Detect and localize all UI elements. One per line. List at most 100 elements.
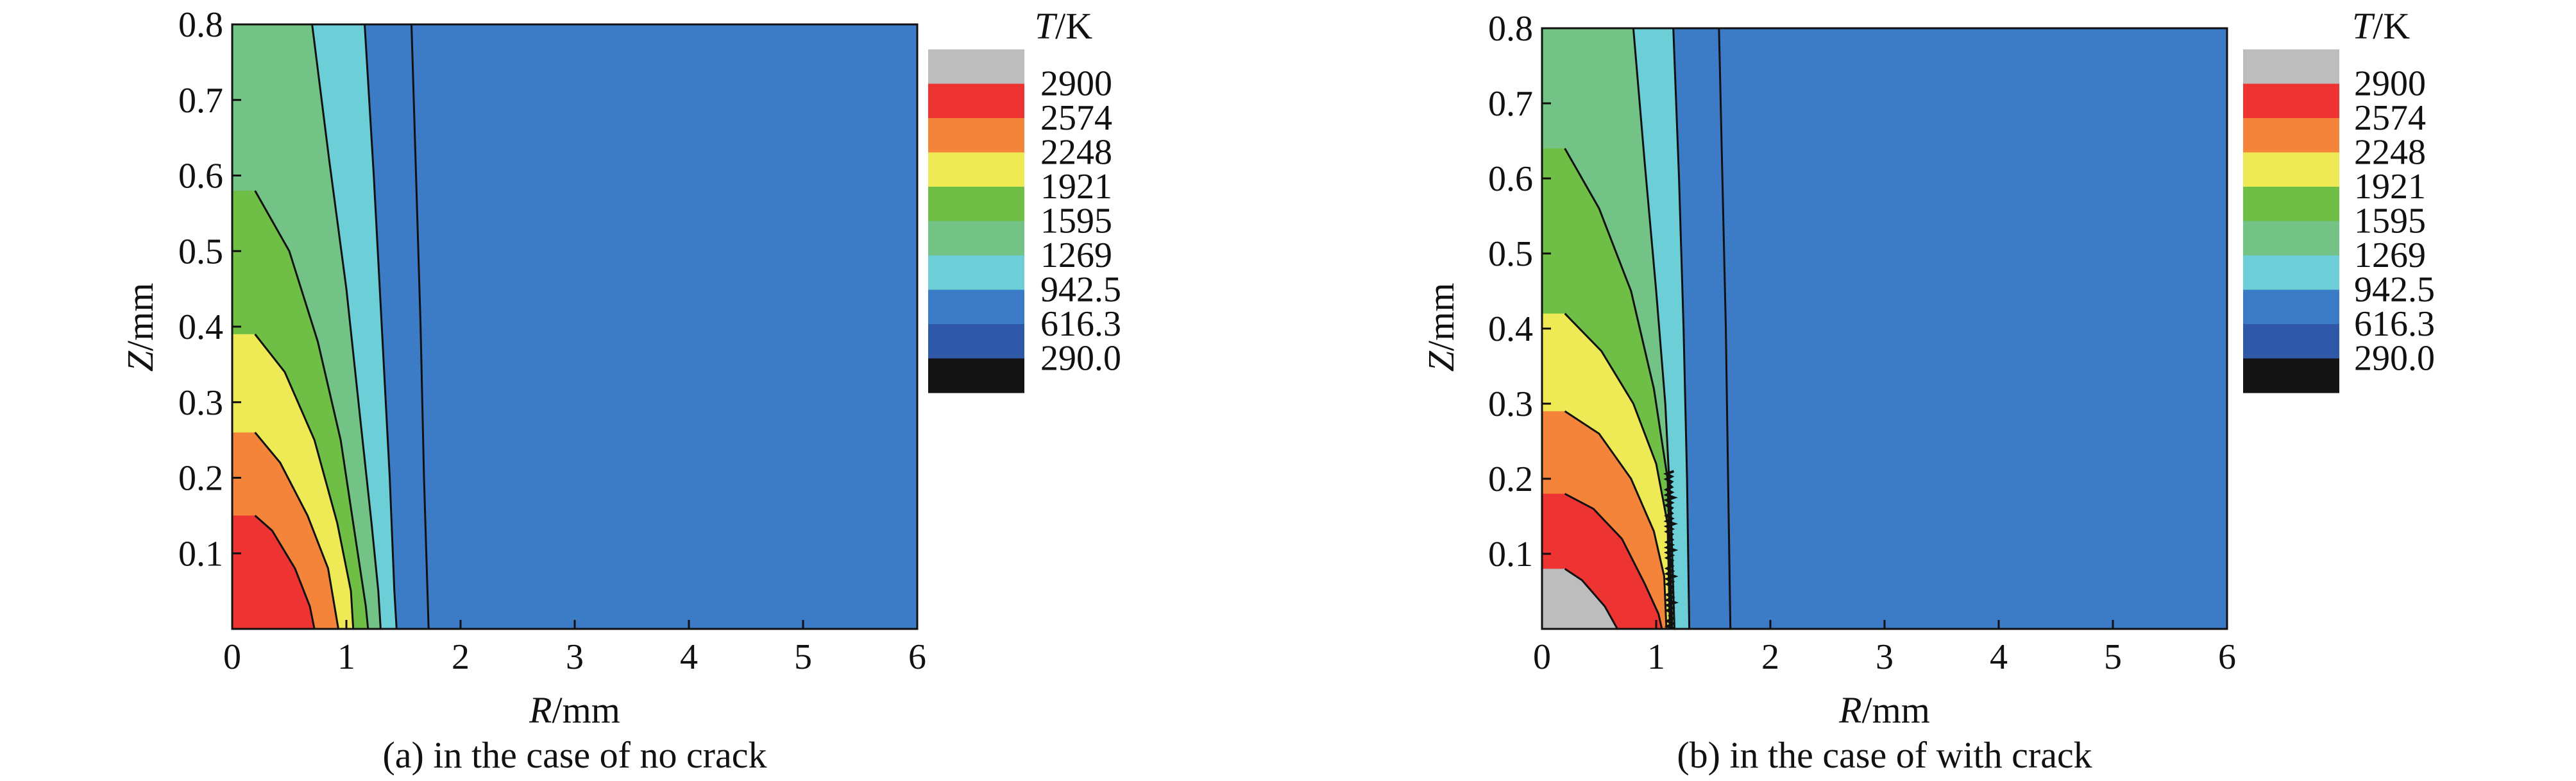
x-tick-label-b-2: 2 (1761, 637, 1779, 677)
crack-path-b (1663, 470, 1679, 630)
contour-line-a-2574 (254, 515, 316, 630)
colorbar-label-b-7: 616.3 (2354, 304, 2435, 344)
colorbar-swatch-b-1 (2243, 83, 2339, 119)
colorbar-label-a-7: 616.3 (1040, 304, 1121, 344)
x-tick-label-b-0: 0 (1533, 637, 1551, 677)
colorbar-label-b-0: 2900 (2354, 64, 2426, 104)
colorbar-label-b-5: 1269 (2354, 236, 2426, 275)
x-axis-label-a: R/mm (529, 689, 620, 731)
y-tick-label-b-0.3: 0.3 (1488, 384, 1533, 424)
y-axis-label-b: Z/mm (1420, 283, 1462, 372)
x-tick-label-b-4: 4 (1990, 637, 2008, 677)
y-tick-label-a-0.4: 0.4 (178, 307, 223, 347)
contour-fill-a-2574 (232, 515, 315, 629)
colorbar-swatch-a-2 (928, 118, 1024, 153)
x-tick-label-a-3: 3 (566, 637, 584, 677)
colorbar-swatch-b-5 (2243, 221, 2339, 256)
colorbar-swatch-a-8 (928, 324, 1024, 359)
plot-frame-b (1541, 27, 2228, 630)
y-tick-label-b-0.8: 0.8 (1488, 9, 1533, 49)
contour-line-a-1269 (311, 24, 382, 630)
contour-plot-b (1542, 28, 2227, 630)
colorbar-swatch-a-7 (928, 289, 1024, 325)
contour-line-b-2900 (1564, 568, 1618, 630)
plot-frame-a (231, 23, 919, 630)
colorbar-label-a-5: 1269 (1040, 236, 1112, 275)
y-tick-label-b-0.2: 0.2 (1488, 459, 1533, 499)
x-tick-label-b-3: 3 (1876, 637, 1894, 677)
y-tick-label-b-0.4: 0.4 (1488, 309, 1533, 349)
y-tick-label-a-0.1: 0.1 (178, 534, 223, 574)
y-tick-label-a-0.5: 0.5 (178, 232, 223, 271)
crack-line-b (1663, 470, 1679, 630)
colorbar-swatch-b-9 (2243, 358, 2339, 393)
colorbar-label-b-2: 2248 (2354, 133, 2426, 173)
x-tick-label-a-6: 6 (908, 637, 926, 677)
y-tick-label-b-0.1: 0.1 (1488, 535, 1533, 574)
colorbar-swatch-b-6 (2243, 255, 2339, 290)
y-tick-label-a-0.7: 0.7 (178, 81, 223, 121)
colorbar-swatch-b-8 (2243, 324, 2339, 359)
y-tick-label-a-0.3: 0.3 (178, 383, 223, 423)
colorbar-label-b-6: 942.5 (2354, 270, 2435, 310)
axis-ticks-a: 0 1 2 3 4 5 6 0.1 0.2 0.3 0.4 0.5 0.6 0.7 0.8 (178, 5, 926, 677)
colorbar-swatch-a-5 (928, 221, 1024, 256)
colorbar-swatch-a-3 (928, 152, 1024, 187)
panel-b: 0 1 2 3 4 5 6 0.1 0.2 0.3 0.4 0.5 0.6 0.7 0.8 R/mm Z/m… (1420, 5, 2435, 776)
panel-a: 0 1 2 3 4 5 6 0.1 0.2 0.3 0.4 0.5 0.6 0.7 0.8 R/mm Z/m… (119, 5, 1121, 776)
colorbar-label-a-2: 2248 (1040, 133, 1112, 173)
colorbar-swatch-b-4 (2243, 187, 2339, 221)
colorbar-swatch-b-3 (2243, 152, 2339, 187)
x-tick-label-b-1: 1 (1647, 637, 1665, 677)
contour-line-a-616.3 (411, 24, 430, 630)
contour-line-a-1921 (254, 333, 355, 630)
y-tick-label-b-0.7: 0.7 (1488, 84, 1533, 124)
x-tick-label-b-6: 6 (2218, 637, 2236, 677)
colorbar-label-b-1: 2574 (2354, 98, 2426, 138)
colorbar-swatch-a-1 (928, 83, 1024, 119)
y-tick-label-a-0.8: 0.8 (178, 5, 223, 45)
colorbar-title-a: T/K (1035, 5, 1092, 47)
contour-line-a-2248 (254, 431, 339, 630)
contour-line-a-942.5 (364, 24, 398, 630)
x-axis-label-b: R/mm (1838, 689, 1930, 731)
colorbar-label-a-3: 1921 (1040, 167, 1112, 207)
x-tick-label-a-4: 4 (680, 637, 698, 677)
x-tick-label-a-2: 2 (452, 637, 470, 677)
colorbar-swatch-a-0 (928, 49, 1024, 84)
y-tick-label-a-0.2: 0.2 (178, 459, 223, 499)
colorbar-swatch-b-2 (2243, 118, 2339, 153)
contour-line-b-616.3 (1718, 28, 1732, 630)
x-tick-label-a-0: 0 (223, 637, 241, 677)
colorbar-label-b-3: 1921 (2354, 167, 2426, 207)
x-tick-label-a-5: 5 (794, 637, 812, 677)
x-tick-label-a-1: 1 (337, 637, 355, 677)
contour-line-b-942.5 (1672, 28, 1691, 630)
y-tick-label-b-0.5: 0.5 (1488, 234, 1533, 274)
contour-line-b-2248 (1564, 410, 1668, 630)
y-axis-label-a: Z/mm (119, 283, 161, 372)
caption-b: (b) in the case of with crack (1677, 734, 2092, 776)
colorbar-label-b-8: 290.0 (2354, 339, 2435, 379)
colorbar-label-a-6: 942.5 (1040, 270, 1121, 310)
x-tick-label-b-5: 5 (2104, 637, 2122, 677)
colorbar-swatch-a-9 (928, 358, 1024, 393)
colorbar-label-a-8: 290.0 (1040, 339, 1121, 379)
axis-ticks-b: 0 1 2 3 4 5 6 0.1 0.2 0.3 0.4 0.5 0.6 0.7 0.8 (1488, 9, 2236, 677)
contour-plot-a (232, 24, 917, 630)
caption-a: (a) in the case of no crack (382, 734, 767, 776)
colorbar-title-b: T/K (2352, 5, 2410, 47)
contour-fill-b-2900 (1542, 569, 1618, 629)
colorbar-swatch-a-4 (928, 187, 1024, 221)
colorbar-swatch-a-6 (928, 255, 1024, 290)
colorbar-label-a-4: 1595 (1040, 202, 1112, 241)
colorbar-label-b-4: 1595 (2354, 202, 2426, 241)
colorbar-label-a-1: 2574 (1040, 98, 1112, 138)
y-tick-label-b-0.6: 0.6 (1488, 159, 1533, 199)
contour-line-a-1595 (254, 190, 369, 630)
colorbar-swatch-b-7 (2243, 289, 2339, 325)
colorbar-label-a-0: 2900 (1040, 64, 1112, 104)
